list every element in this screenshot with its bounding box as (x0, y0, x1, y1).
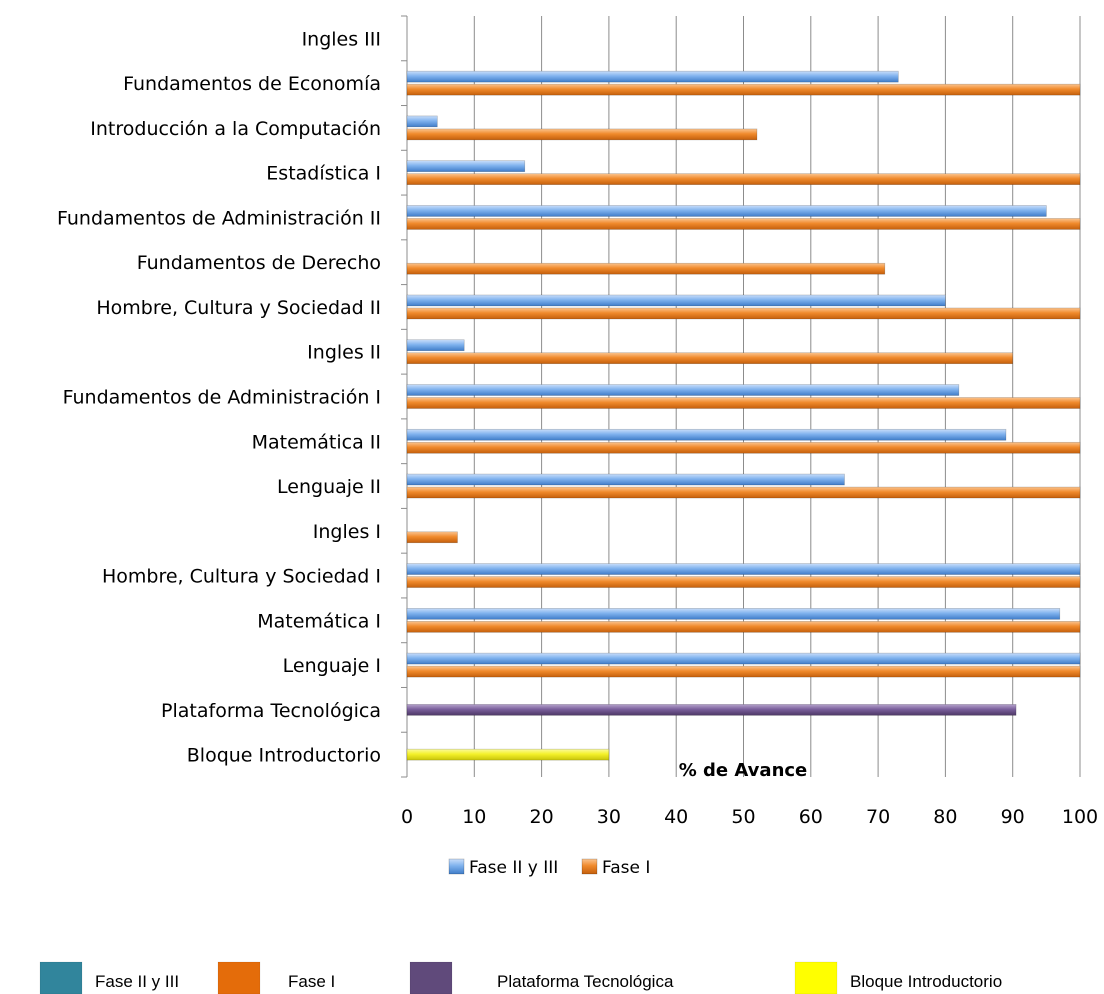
x-tick-label: 20 (530, 806, 554, 828)
bar (406, 160, 526, 172)
x-tick-label: 40 (664, 806, 688, 828)
category-label: Estadística I (266, 163, 381, 185)
category-label: Lenguaje I (283, 655, 381, 677)
bar (406, 294, 946, 307)
legend-label: Fase I (602, 858, 650, 878)
bar (406, 384, 960, 396)
category-label: Introducción a la Computación (90, 118, 381, 140)
legend-color-label: Fase II y III (95, 972, 179, 991)
category-label: Fundamentos de Administración I (63, 387, 381, 409)
bar (406, 397, 1081, 409)
legend-swatch (448, 858, 465, 875)
x-tick-labels: 0 10 20 30 40 50 60 70 80 90 100 (401, 806, 1098, 828)
category-label: Fundamentos de Derecho (137, 252, 381, 274)
legend-color-swatch (39, 961, 83, 994)
legend-color-swatch (794, 961, 838, 994)
bar (406, 621, 1081, 633)
bar (406, 115, 438, 128)
bar (406, 262, 886, 275)
category-label: Ingles II (307, 342, 381, 364)
legend-series: Fase II y III Fase I (448, 858, 650, 878)
x-tick-label: 50 (731, 806, 755, 828)
category-label: Ingles I (313, 521, 381, 543)
x-tick-label: 100 (1062, 806, 1098, 828)
x-tick-label: 70 (866, 806, 890, 828)
x-tick-label: 0 (401, 806, 413, 828)
legend-color-swatch (217, 961, 261, 994)
axes (401, 15, 408, 778)
category-label: Hombre, Cultura y Sociedad I (102, 566, 381, 588)
category-label: Plataforma Tecnológica (161, 700, 381, 722)
bar (406, 352, 1014, 365)
bar (406, 441, 1081, 454)
bar (406, 576, 1081, 588)
bar (406, 70, 899, 83)
category-label: Lenguaje II (277, 476, 381, 498)
bar (406, 173, 1081, 185)
bar (406, 128, 758, 141)
bar (406, 486, 1081, 499)
bar (406, 748, 610, 761)
category-label: Matemática I (257, 610, 381, 632)
legend-color-label: Bloque Introductorio (850, 972, 1002, 991)
bar (406, 608, 1061, 620)
legend-colors: Fase II y III Fase I Plataforma Tecnológic… (39, 961, 1002, 994)
x-axis-title: % de Avance (679, 760, 808, 781)
legend-color-swatch (409, 961, 453, 994)
x-tick-label: 10 (462, 806, 486, 828)
gridlines (473, 16, 1081, 777)
category-labels: Ingles III Fundamentos de Economía Introdu… (57, 28, 381, 766)
bar (406, 652, 1081, 665)
bar (406, 339, 465, 352)
bar (406, 665, 1081, 678)
bar (406, 307, 1081, 320)
legend-label: Fase II y III (469, 858, 558, 878)
category-label: Hombre, Cultura y Sociedad II (96, 297, 381, 319)
category-label: Ingles III (302, 28, 381, 50)
bar (406, 83, 1081, 96)
category-label: Bloque Introductorio (187, 745, 381, 767)
bars (406, 70, 1081, 761)
bar (406, 563, 1081, 575)
bar (406, 218, 1081, 230)
legend-color-label: Plataforma Tecnológica (497, 972, 674, 991)
legend-color-label: Fase I (288, 972, 335, 991)
category-label: Fundamentos de Economía (123, 73, 381, 95)
legend-swatch (581, 858, 598, 875)
bar (406, 531, 458, 544)
category-label: Matemática II (252, 431, 381, 453)
bar (406, 704, 1017, 716)
bar (406, 473, 845, 486)
x-tick-label: 30 (597, 806, 621, 828)
bar (406, 428, 1007, 441)
x-tick-label: 60 (799, 806, 823, 828)
x-tick-label: 80 (933, 806, 957, 828)
bar (406, 205, 1047, 217)
category-label: Fundamentos de Administración II (57, 207, 381, 229)
x-tick-label: 90 (1001, 806, 1025, 828)
